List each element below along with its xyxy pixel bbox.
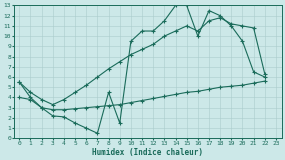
X-axis label: Humidex (Indice chaleur): Humidex (Indice chaleur) [92, 148, 203, 156]
